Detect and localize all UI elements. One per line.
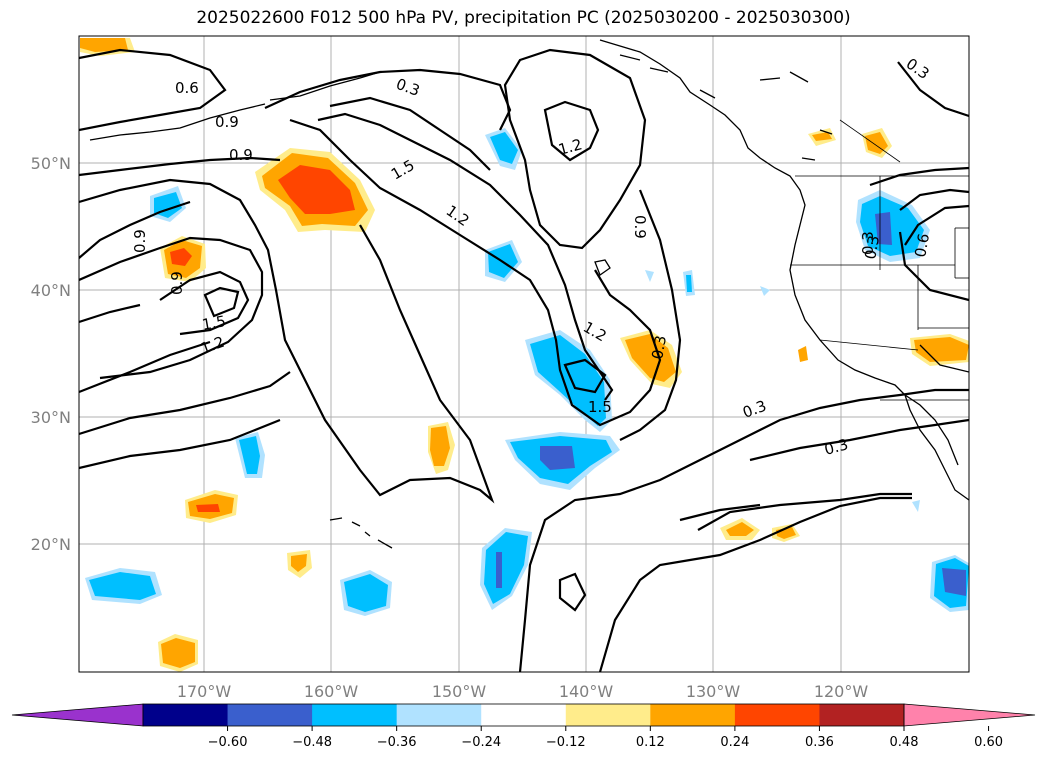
precip-negative-anomaly (85, 128, 969, 616)
contour-label: 0.3 (648, 334, 670, 361)
political-borders (790, 119, 969, 401)
colorbar-bin (734, 704, 820, 726)
graticule (79, 36, 969, 672)
colorbar-bin (565, 704, 651, 726)
contour-label: 0.3 (859, 231, 877, 255)
colorbar-bin (650, 704, 736, 726)
colorbar-tick-label: 0.36 (805, 735, 834, 750)
contour-label: 0.3 (822, 435, 850, 459)
lon-label-130w: 130°W (686, 682, 741, 701)
lon-label-160w: 160°W (304, 682, 359, 701)
contour-label: 0.9 (215, 113, 239, 131)
colorbar-bin (227, 704, 313, 726)
colorbar-bins (143, 704, 905, 726)
contour-label: 0.9 (131, 229, 149, 253)
longitude-labels: 170°W 160°W 150°W 140°W 130°W 120°W (177, 682, 869, 701)
colorbar-tick-label: −0.24 (461, 735, 501, 750)
contour-label: 1.2 (556, 135, 584, 159)
contour-label: 0.6 (175, 79, 199, 97)
colorbar-tick-label: −0.36 (377, 735, 417, 750)
map-plot-area: 0.6 0.3 0.3 0.9 0.9 1.5 1.2 1.2 0.9 0.3 … (79, 36, 969, 672)
contour-label: 0.9 (229, 146, 253, 164)
contour-label: 0.9 (168, 271, 186, 295)
lon-label-140w: 140°W (559, 682, 614, 701)
lat-label-30n: 30°N (31, 408, 71, 427)
colorbar-tick-label: 0.48 (890, 735, 919, 750)
colorbar-ticks: −0.60 −0.48 −0.36 −0.24 −0.12 0.12 0.24 0.36 0.4… (208, 726, 1003, 750)
colorbar-tick-label: 0.12 (636, 735, 665, 750)
map-frame (78, 35, 970, 673)
colorbar-bin (819, 704, 905, 726)
colorbar-tick-label: 0.24 (720, 735, 749, 750)
coastlines (89, 39, 969, 549)
contour-label: 0.3 (861, 234, 883, 261)
map-title: 2025022600 F012 500 hPa PV, precipitatio… (196, 8, 851, 28)
colorbar-tick-label: −0.48 (292, 735, 332, 750)
colorbar-outline (142, 703, 905, 727)
colorbar-under-extension (11, 703, 144, 727)
colorbar-over-extension (903, 703, 1036, 727)
lon-label-150w: 150°W (432, 682, 487, 701)
lon-label-120w: 120°W (814, 682, 869, 701)
contour-label: 1.5 (201, 312, 228, 334)
lat-label-50n: 50°N (31, 154, 71, 173)
contour-label: 1.5 (588, 398, 612, 416)
colorbar-bin (312, 704, 398, 726)
lon-label-170w: 170°W (177, 682, 232, 701)
colorbar-tick-label: 0.60 (974, 735, 1003, 750)
colorbar-bin (396, 704, 482, 726)
colorbar-tick-label: −0.12 (546, 735, 586, 750)
colorbar-bin (481, 704, 567, 726)
lat-label-20n: 20°N (31, 535, 71, 554)
colorbar: −0.60 −0.48 −0.36 −0.24 −0.12 0.12 0.24 0.36 0.4… (11, 703, 1036, 750)
colorbar-bin (143, 704, 229, 726)
colorbar-tick-label: −0.60 (208, 735, 248, 750)
pv-contours (79, 48, 969, 672)
contour-label: 0.6 (911, 232, 933, 259)
contour-label: 0.9 (631, 215, 649, 239)
latitude-labels: 50°N 40°N 30°N 20°N (31, 154, 71, 554)
lat-label-40n: 40°N (31, 281, 71, 300)
precip-positive-anomaly (80, 38, 969, 672)
